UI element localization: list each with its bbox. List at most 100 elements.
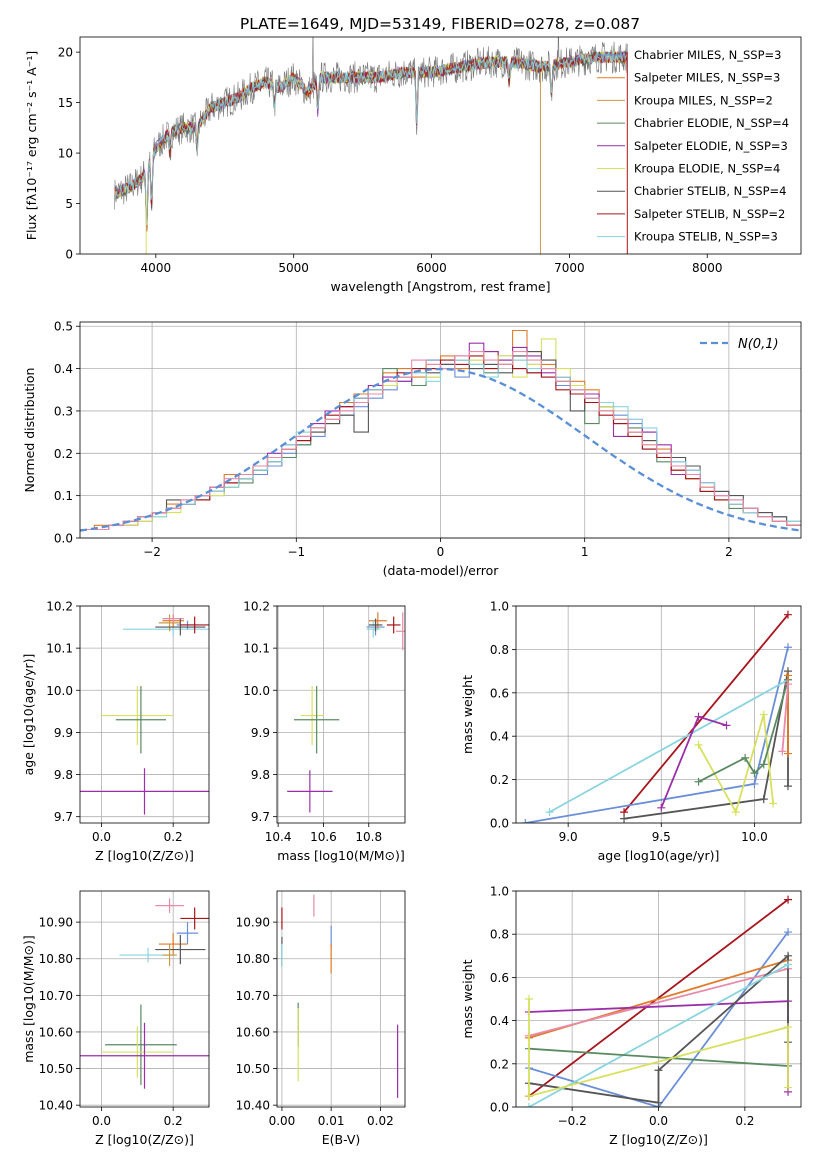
x-tick-label: 10.0 (741, 830, 768, 844)
weight-marker (694, 712, 703, 721)
weight-marker (545, 808, 554, 817)
y-axis-label: mass [log10(M/M⊙)] (21, 935, 36, 1063)
weight-line-1 (528, 931, 789, 1107)
x-tick-label: 0.2 (735, 1114, 754, 1128)
weight-line-3 (528, 967, 789, 1037)
weight-marker (750, 779, 759, 788)
panel-mass_age: 10.4 10.6 10.8 9.7 9.8 9.9 10.0 10.1 10.2 mass [l… (243, 600, 406, 863)
axes-frame (515, 890, 802, 1108)
panel-z_weight: −0.2 0.0 0.2 0.0 0.2 0.4 0.6 0.8 1.0 Z [log10(Z/Z… (460, 885, 802, 1147)
panel-ebv_mass: 0.00 0.01 0.02 10.40 10.50 10.60 10.70 10.80 10.… (236, 890, 406, 1147)
y-tick-label: 0.0 (54, 532, 73, 546)
y-tick-label: 10 (58, 147, 73, 161)
y-tick-label: 10.2 (243, 600, 270, 614)
y-tick-label: 10.1 (243, 642, 270, 656)
y-tick-label: 10.2 (46, 600, 73, 614)
x-tick-label: 8000 (692, 261, 723, 275)
y-axis-label: mass weight (460, 959, 475, 1038)
y-tick-label: 15 (58, 96, 73, 110)
y-tick-label: 0.8 (490, 643, 509, 657)
weight-marker (783, 680, 792, 689)
weight-marker (783, 749, 792, 758)
x-tick-label: 0.01 (318, 1114, 345, 1128)
x-tick-label: 10.4 (265, 830, 292, 844)
plot-area (281, 894, 399, 1098)
x-tick-label: −0.2 (558, 1114, 587, 1128)
y-tick-label: 10.60 (236, 1025, 270, 1039)
x-tick-label: 1 (581, 545, 589, 559)
x-tick-label: 0.02 (367, 1114, 394, 1128)
axes-frame (79, 321, 802, 539)
legend-label: Salpeter MILES, N_SSP=3 (634, 71, 780, 85)
y-tick-label: 10.60 (39, 1025, 73, 1039)
legend-label: Chabrier MILES, N_SSP=3 (634, 48, 781, 62)
observed-spectrum (114, 37, 628, 230)
weight-line-3 (549, 679, 789, 813)
y-tick-label: 0 (65, 248, 73, 262)
y-tick-label: 10.40 (236, 1099, 270, 1113)
weight-marker (694, 740, 703, 749)
weight-line-5 (697, 714, 774, 815)
weight-line-1 (525, 646, 789, 823)
y-tick-label: 10.1 (46, 642, 73, 656)
y-tick-label: 0.4 (54, 362, 73, 376)
figure-title: PLATE=1649, MJD=53149, FIBERID=0278, z=0… (240, 15, 640, 33)
axes-frame (515, 605, 802, 824)
weight-marker (657, 803, 666, 812)
legend-label: Chabrier STELIB, N_SSP=4 (634, 184, 786, 198)
panel-z_age: 0.0 0.2 9.7 9.8 9.9 10.0 10.1 10.2 Z [log10(Z/Z⊙… (21, 600, 210, 863)
y-tick-label: 0.6 (490, 686, 509, 700)
y-tick-label: 0.4 (490, 1014, 509, 1028)
x-axis-label: Z [log10(Z/Z⊙)] (95, 848, 194, 863)
y-tick-label: 0.3 (54, 404, 73, 418)
y-tick-label: 10.50 (236, 1062, 270, 1076)
panel-age_weight: 9.0 9.5 10.0 0.0 0.2 0.4 0.6 0.8 1.0 age [log10(a… (460, 600, 802, 863)
weight-line-7 (528, 1047, 789, 1067)
legend-label: Kroupa MILES, N_SSP=2 (634, 93, 773, 107)
legend-label: Kroupa STELIB, N_SSP=3 (634, 230, 778, 244)
x-tick-label: −2 (143, 545, 161, 559)
plot-area (80, 329, 801, 532)
legend-label: Salpeter ELODIE, N_SSP=3 (634, 139, 788, 153)
weight-marker (784, 928, 793, 937)
weight-marker (524, 1103, 533, 1107)
y-tick-label: 10.0 (46, 684, 73, 698)
x-tick-label: 4000 (141, 261, 172, 275)
weight-marker (524, 995, 533, 1003)
x-tick-label: 0.2 (164, 830, 183, 844)
y-tick-label: 10.0 (243, 684, 270, 698)
weight-marker (783, 610, 792, 619)
panel-z_mass: 0.0 0.2 10.40 10.50 10.60 10.70 10.80 10.90 Z [l… (21, 890, 210, 1147)
y-tick-label: 10.90 (39, 916, 73, 930)
x-tick-label: 0.0 (649, 1114, 668, 1128)
weight-marker (778, 747, 787, 756)
y-tick-label: 0.0 (490, 1101, 509, 1115)
y-axis-label: Flux [fλ10⁻¹⁷ erg cm⁻² s⁻¹ A⁻¹] (24, 51, 39, 240)
weight-marker (784, 951, 793, 960)
axes-frame (79, 890, 210, 1108)
y-axis-label: age [log10(age/yr)] (21, 654, 36, 776)
x-tick-label: 5000 (278, 261, 309, 275)
weight-marker (731, 808, 740, 817)
y-tick-label: 10.70 (236, 989, 270, 1003)
x-tick-label: 0.2 (164, 1114, 183, 1128)
weight-marker (722, 721, 731, 730)
weight-marker (654, 1098, 663, 1107)
y-tick-label: 9.7 (54, 810, 73, 824)
gaussian-curve (80, 367, 801, 532)
weight-line-0 (528, 898, 789, 1097)
y-tick-label: 9.7 (251, 810, 270, 824)
y-tick-label: 0.6 (490, 971, 509, 985)
x-tick-label: 9.0 (559, 830, 578, 844)
y-tick-label: 10.90 (236, 916, 270, 930)
legend-label: Salpeter STELIB, N_SSP=2 (634, 207, 785, 221)
y-tick-label: 0.4 (490, 730, 509, 744)
y-tick-label: 20 (58, 46, 73, 60)
weight-marker (783, 782, 792, 791)
panel-residuals: −2 −1 0 1 2 0.0 0.1 0.2 0.3 0.4 0.5 (data-model)/er… (22, 320, 802, 578)
weight-marker (524, 1092, 533, 1101)
axes-frame (79, 36, 802, 255)
y-tick-label: 9.8 (54, 768, 73, 782)
weight-marker (521, 819, 530, 823)
weight-marker (783, 643, 792, 652)
